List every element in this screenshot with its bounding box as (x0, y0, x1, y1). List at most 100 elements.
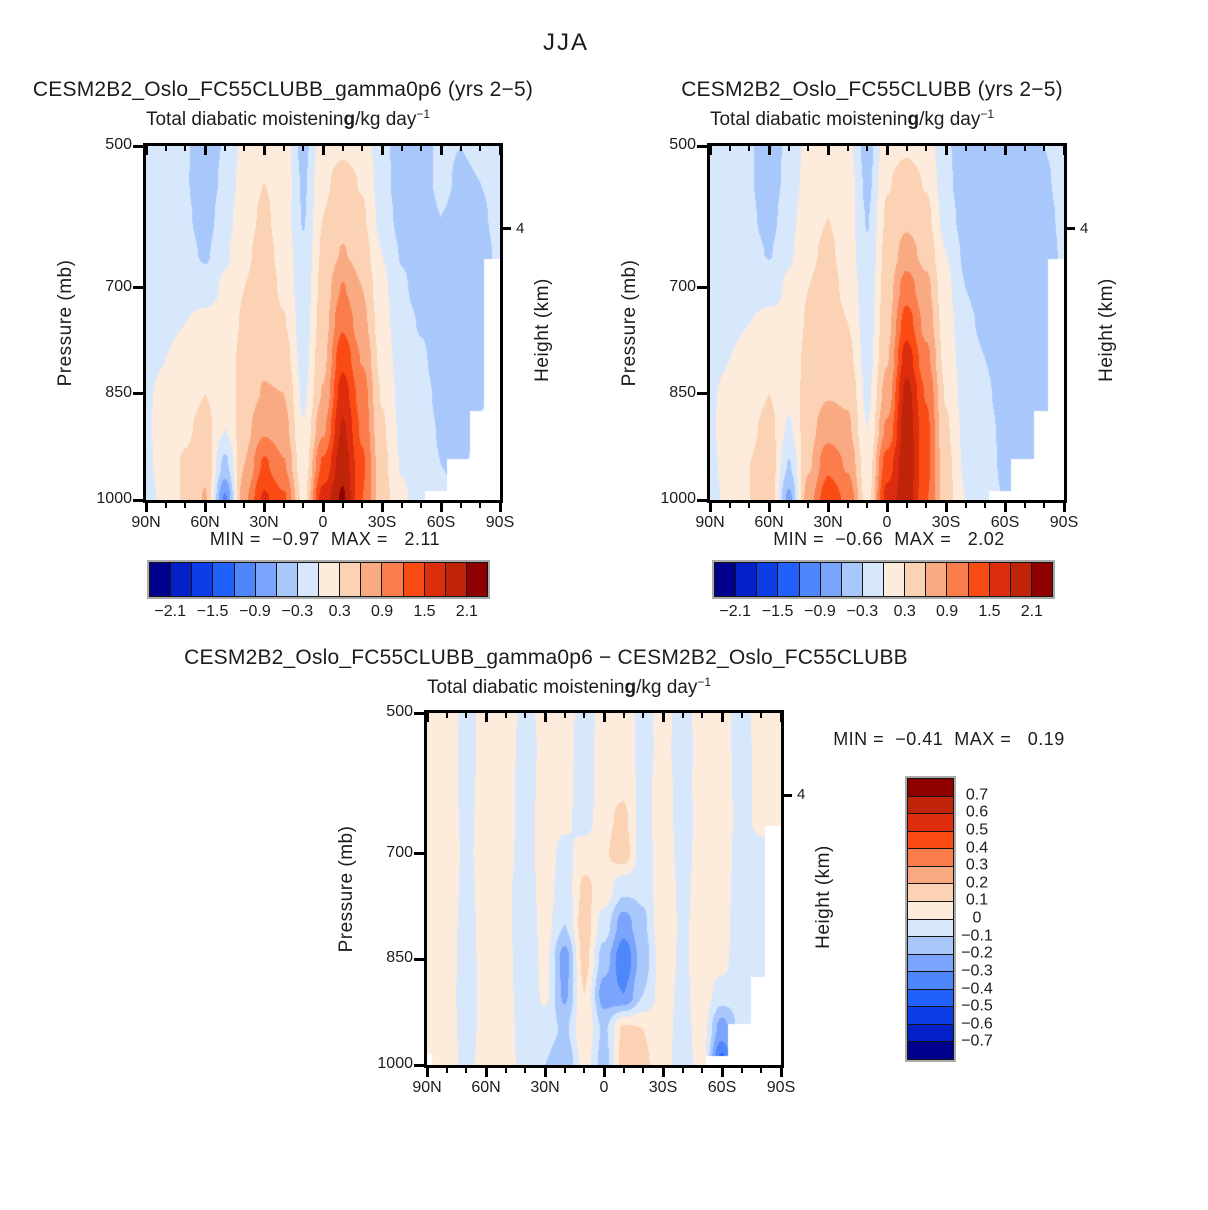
x-tick-label: 60S (990, 514, 1020, 531)
x-tick-minor (728, 146, 731, 151)
colorbar-cell (319, 563, 341, 596)
x-tick-label: 90N (695, 514, 725, 531)
colorbar-tick-label: 2.1 (455, 603, 478, 620)
x-tick-label: 30S (931, 514, 961, 531)
colorbar-cell (820, 563, 842, 596)
subtitle-units: /kg day (636, 677, 698, 698)
colorbar-tick-label: 0.7 (965, 786, 989, 804)
colorbar-cells (907, 778, 954, 1060)
panel-title: CESM2B2_Oslo_FC55CLUBB (yrs 2−5) (681, 78, 1063, 101)
colorbar-cell (297, 563, 319, 596)
colorbar-cell (968, 563, 990, 596)
colorbar-cell (884, 563, 906, 596)
x-tick-minor (223, 146, 226, 151)
colorbar-cell (150, 563, 172, 596)
x-tick-major (1003, 503, 1007, 512)
x-tick-major (944, 503, 948, 512)
x-tick-minor (459, 146, 462, 151)
subtitle-units-exponent: −1 (416, 107, 431, 121)
colorbar-cell (213, 563, 235, 596)
x-tick-minor (524, 1068, 527, 1073)
colorbar-cell (1031, 563, 1052, 596)
colorbar-tick-label: −0.5 (961, 997, 993, 1015)
colorbar-cell (908, 954, 953, 973)
x-tick-minor (420, 146, 423, 151)
x-tick-label: 30S (367, 514, 397, 531)
x-tick-minor (728, 503, 731, 508)
y-tick-major (697, 498, 707, 502)
height-tick-4km (503, 227, 511, 231)
y-tick-major (414, 1063, 424, 1067)
x-tick-major (885, 503, 889, 512)
colorbar-tick-label: 0 (972, 909, 982, 927)
y-tick-major (697, 392, 707, 396)
x-tick-minor (479, 503, 482, 508)
x-tick-label: 90S (485, 514, 515, 531)
colorbar-cell (908, 884, 953, 902)
colorbar-cell (445, 563, 467, 596)
x-tick-major (720, 1068, 724, 1077)
min-max-stats: MIN = −0.66 MAX = 2.02 (773, 529, 1005, 549)
x-tick-major (439, 146, 443, 155)
y-tick-label: 700 (386, 843, 413, 861)
x-tick-minor (846, 503, 849, 508)
x-tick-major (262, 503, 266, 512)
colorbar-tick-label: 0.9 (935, 603, 959, 620)
x-tick-minor (1043, 146, 1046, 151)
x-tick-minor (184, 503, 187, 508)
height-tick-4km (1067, 227, 1075, 231)
min-max-stats: MIN = −0.41 MAX = 0.19 (833, 729, 1065, 749)
height-tick-label: 4 (797, 786, 806, 804)
pressure-axis-label: Pressure (mb) (336, 825, 358, 953)
x-tick-minor (984, 503, 987, 508)
x-tick-major (602, 713, 606, 722)
colorbar-tick-label: 0.6 (965, 803, 989, 821)
colorbar-cell (340, 563, 362, 596)
height-tick-4km (784, 793, 792, 797)
y-tick-label: 850 (386, 949, 413, 967)
colorbar-tick-label: −0.4 (961, 980, 993, 998)
colorbar-cell (908, 849, 953, 867)
colorbar-cell (171, 563, 193, 596)
colorbar-cell (799, 563, 821, 596)
x-tick-major (767, 503, 771, 512)
colorbar-tick-label: −0.7 (961, 1032, 993, 1050)
pressure-axis-label: Pressure (mb) (619, 259, 641, 387)
y-tick-label: 700 (105, 277, 132, 295)
y-tick-label: 500 (386, 703, 413, 720)
x-tick-minor (445, 713, 448, 718)
colorbar-tick-label: 0.4 (965, 839, 989, 857)
x-tick-minor (361, 146, 364, 151)
x-tick-label: 90S (766, 1079, 796, 1096)
colorbar-tick-label: −1.5 (761, 603, 794, 620)
x-tick-minor (282, 146, 285, 151)
colorbar-cell (908, 814, 953, 832)
x-tick-minor (583, 1068, 586, 1073)
x-tick-label: 0 (318, 514, 328, 531)
x-tick-minor (504, 713, 507, 718)
colorbar-tick-label: −0.6 (961, 1015, 993, 1033)
x-tick-major (425, 713, 429, 722)
x-tick-minor (465, 1068, 468, 1073)
colorbar-cell (382, 563, 404, 596)
x-tick-major (1062, 503, 1066, 512)
x-tick-minor (622, 1068, 625, 1073)
y-tick-major (133, 392, 143, 396)
x-tick-major (203, 503, 207, 512)
x-tick-minor (400, 146, 403, 151)
colorbar-cell (908, 919, 953, 938)
x-tick-minor (984, 146, 987, 151)
colorbar-cell (757, 563, 779, 596)
colorbar-tick-label: 0.3 (965, 856, 989, 874)
x-tick-label: 90S (1049, 514, 1079, 531)
colorbar-cells (714, 562, 1053, 597)
x-tick-major (826, 503, 830, 512)
x-tick-minor (361, 503, 364, 508)
x-tick-minor (563, 1068, 566, 1073)
x-tick-major (885, 146, 889, 155)
colorbar-cell (947, 563, 969, 596)
x-tick-minor (787, 146, 790, 151)
colorbar-cell (361, 563, 383, 596)
colorbar-tick-label: −1.5 (196, 603, 229, 620)
colorbar-vertical (905, 776, 956, 1062)
